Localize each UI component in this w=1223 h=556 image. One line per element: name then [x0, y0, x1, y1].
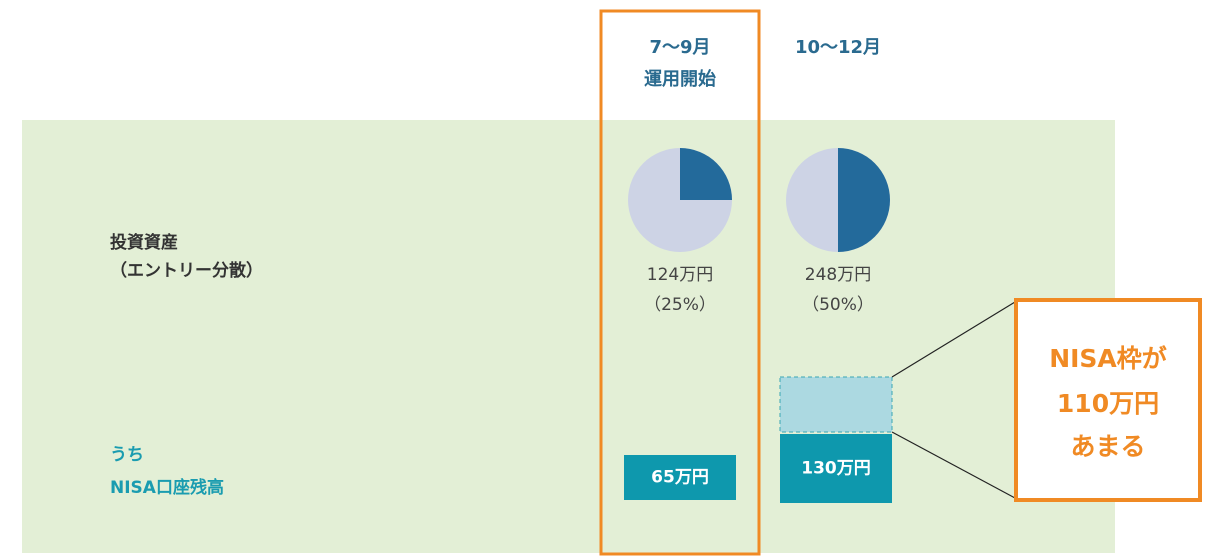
callout-line: [891, 431, 1016, 499]
nisa-balance: 130万円: [801, 459, 871, 479]
nisa-remaining-box: [779, 376, 893, 433]
pie-slice: [838, 148, 890, 252]
callout-box: [1014, 298, 1202, 502]
column-header: 7〜9月: [649, 37, 710, 58]
callout-text: 110万円: [1057, 389, 1159, 418]
callout-text: NISA枠が: [1049, 344, 1167, 373]
nisa-box: [624, 455, 736, 500]
row-label: 投資資産: [110, 232, 178, 253]
callout-line: [891, 301, 1016, 378]
share-label: （50%）: [802, 295, 874, 315]
pie-slice: [680, 148, 732, 200]
row-label: （エントリー分散）: [110, 260, 263, 281]
share-label: （25%）: [644, 295, 716, 315]
amount: 248万円: [805, 265, 871, 285]
column-header: 10〜12月: [795, 37, 881, 58]
row-label: NISA口座残高: [110, 477, 224, 498]
nisa-box: [780, 434, 892, 503]
nisa-balance: 65万円: [651, 468, 709, 488]
background-panel: [22, 120, 1115, 553]
callout-text: あまる: [1070, 432, 1145, 461]
column-header: 運用開始: [644, 68, 716, 90]
highlight-frame: [599, 9, 761, 556]
amount: 124万円: [647, 265, 713, 285]
row-label: うち: [110, 445, 144, 465]
